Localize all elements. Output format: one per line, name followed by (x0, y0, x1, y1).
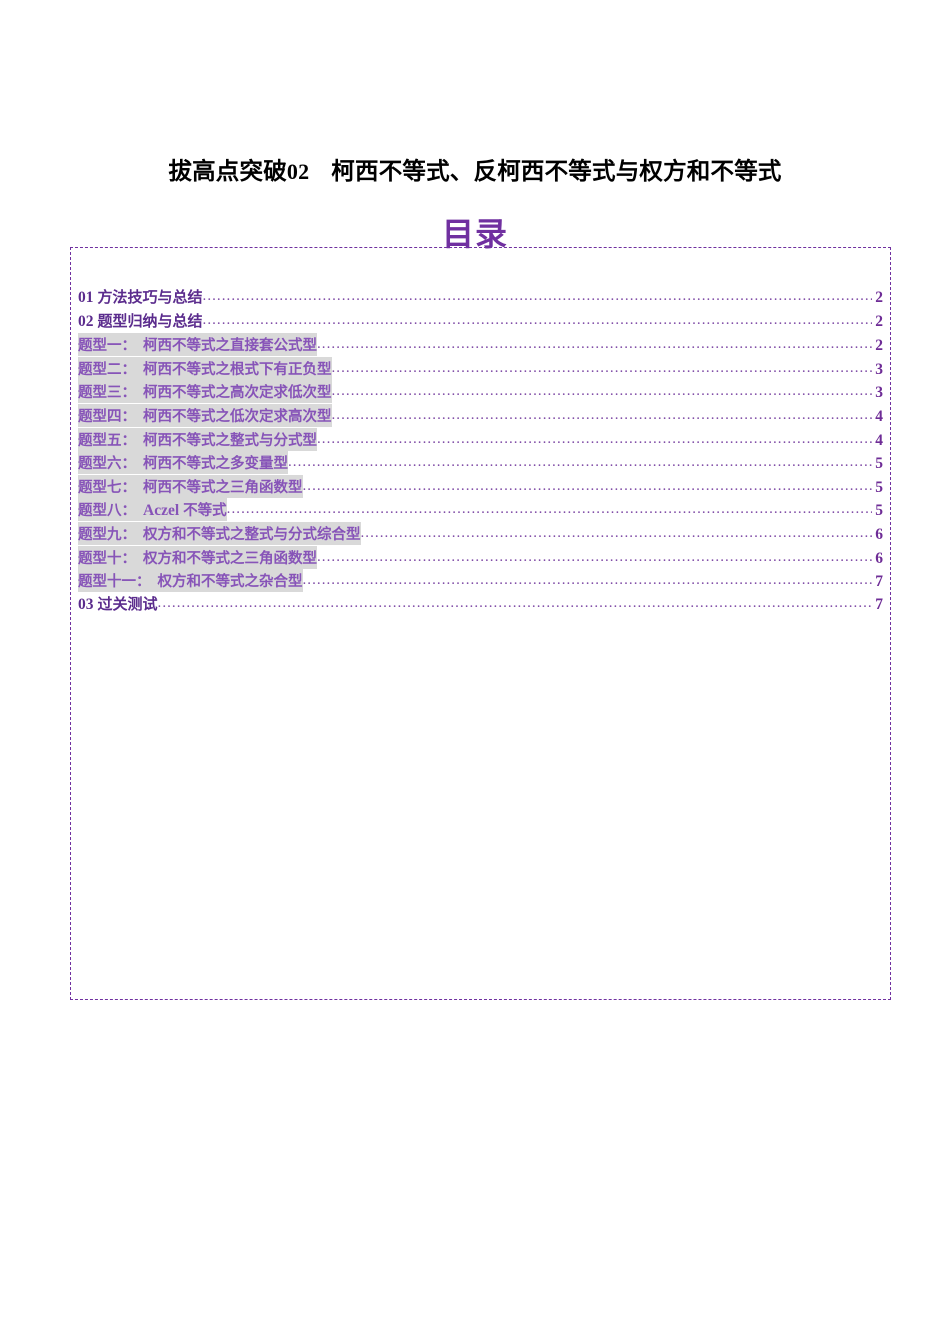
toc-page-number: 7 (875, 595, 883, 613)
toc-entry-text: 权方和不等式之整式与分式综合型 (143, 526, 361, 543)
toc-entry-prefix: 题型二： (78, 361, 136, 378)
toc-entry[interactable]: 题型四： 柯西不等式之低次定求高次型 4 (78, 403, 883, 428)
toc-entry[interactable]: 题型七： 柯西不等式之三角函数型 5 (78, 474, 883, 499)
toc-dot-leader (203, 312, 872, 326)
toc-page-number: 5 (875, 478, 883, 496)
toc-entry-text: 柯西不等式之多变量型 (143, 456, 288, 473)
toc-entry-text: 题型归纳与总结 (97, 312, 203, 330)
toc-page-number: 4 (875, 407, 883, 425)
toc-page-number: 2 (875, 312, 883, 330)
toc-page-number: 5 (875, 502, 883, 520)
page-title-prefix: 拔高点突破 (168, 158, 287, 184)
toc-entry[interactable]: 题型十： 权方和不等式之三角函数型 6 (78, 545, 883, 570)
toc-entry-label: 题型四： 柯西不等式之低次定求高次型 (78, 403, 332, 427)
toc-entry[interactable]: 题型十一： 权方和不等式之杂合型 7 (78, 569, 883, 593)
toc-entry[interactable]: 题型五： 柯西不等式之整式与分式型 4 (78, 427, 883, 452)
toc-entry-label: 01 方法技巧与总结 (78, 286, 203, 307)
toc-entry[interactable]: 题型二： 柯西不等式之根式下有正负型 3 (78, 356, 883, 381)
toc-entry-label: 题型七： 柯西不等式之三角函数型 (78, 474, 303, 498)
toc-entry[interactable]: 题型三： 柯西不等式之高次定求低次型 3 (78, 380, 883, 404)
toc-page-number: 6 (875, 549, 883, 567)
toc-entry-text-latin: Aczel (143, 502, 180, 520)
toc-dot-leader (203, 288, 872, 302)
toc-entry-text: 柯西不等式之高次定求低次型 (143, 385, 332, 402)
toc-page-number: 2 (875, 337, 883, 355)
toc-entry-text: 权方和不等式之杂合型 (157, 574, 303, 591)
toc-entry-label: 题型六： 柯西不等式之多变量型 (78, 451, 288, 475)
toc-page-number: 3 (875, 384, 883, 402)
toc-list: 01方法技巧与总结202题型归纳与总结2题型一：柯西不等式之直接套公式型2题型二… (78, 286, 883, 616)
toc-page-number: 6 (875, 525, 883, 543)
toc-dot-leader (303, 572, 873, 586)
toc-dot-leader (332, 407, 873, 421)
toc-entry-text: 柯西不等式之低次定求高次型 (143, 408, 332, 425)
toc-entry-label: 题型二： 柯西不等式之根式下有正负型 (78, 356, 332, 380)
toc-entry-label: 题型一： 柯西不等式之直接套公式型 (78, 333, 317, 357)
toc-dot-leader (227, 501, 872, 515)
toc-entry-prefix: 题型八： (78, 503, 136, 520)
toc-entry-number: 03 (78, 595, 94, 613)
toc-entry-label: 03 过关测试 (78, 593, 158, 614)
toc-entry-prefix: 题型三： (78, 385, 136, 402)
toc-entry-text: 不等式 (179, 503, 227, 520)
page-title: 拔高点突破02 柯西不等式、反柯西不等式与权方和不等式 (0, 152, 950, 186)
toc-dot-leader (303, 478, 873, 492)
toc-dot-leader (317, 431, 872, 445)
toc-entry-label: 题型十一： 权方和不等式之杂合型 (78, 569, 303, 593)
toc-dot-leader (332, 360, 873, 374)
toc-page-number: 3 (875, 360, 883, 378)
toc-entry-prefix: 题型九： (78, 526, 136, 543)
toc-entry-label: 题型八： Aczel 不等式 (78, 498, 227, 522)
toc-page-number: 5 (875, 455, 883, 473)
toc-page-number: 2 (875, 289, 883, 306)
toc-entry[interactable]: 题型九： 权方和不等式之整式与分式综合型 6 (78, 521, 883, 546)
toc-page-number: 7 (875, 573, 883, 591)
toc-dot-leader (317, 336, 872, 350)
toc-dot-leader (332, 383, 873, 397)
toc-entry-label: 题型三： 柯西不等式之高次定求低次型 (78, 380, 332, 404)
toc-entry[interactable]: 题型八： Aczel 不等式 5 (78, 498, 883, 522)
toc-entry-prefix: 题型四： (78, 408, 136, 425)
toc-entry-prefix: 题型六： (78, 456, 136, 473)
toc-entry-label: 题型五： 柯西不等式之整式与分式型 (78, 427, 317, 451)
toc-entry-text: 柯西不等式之三角函数型 (143, 479, 303, 496)
toc-entry-number: 02 (78, 312, 94, 330)
toc-entry-text: 权方和不等式之三角函数型 (143, 550, 317, 567)
toc-dot-leader (361, 525, 873, 539)
toc-dot-leader (317, 549, 872, 563)
toc-entry-prefix: 题型七： (78, 479, 136, 496)
toc-entry-prefix: 题型五： (78, 432, 136, 449)
toc-entry-text: 柯西不等式之整式与分式型 (143, 432, 317, 449)
toc-entry-label: 题型十： 权方和不等式之三角函数型 (78, 545, 317, 569)
toc-entry-text: 方法技巧与总结 (97, 289, 203, 306)
toc-entry-prefix: 题型十一： (78, 574, 151, 591)
toc-entry-prefix: 题型十： (78, 550, 136, 567)
toc-entry-prefix: 题型一： (78, 338, 136, 355)
toc-dot-leader (288, 454, 872, 468)
toc-page-number: 4 (875, 431, 883, 449)
toc-heading: 目录 (441, 216, 508, 252)
toc-entry-label: 题型九： 权方和不等式之整式与分式综合型 (78, 521, 361, 545)
toc-entry[interactable]: 题型一： 柯西不等式之直接套公式型 2 (78, 333, 883, 357)
toc-entry-number: 01 (78, 289, 94, 306)
toc-entry-label: 02 题型归纳与总结 (78, 310, 203, 331)
toc-entry-text: 柯西不等式之根式下有正负型 (143, 361, 332, 378)
toc-entry-text: 过关测试 (97, 595, 158, 613)
page-title-number: 02 (286, 159, 310, 184)
toc-entry[interactable]: 题型六： 柯西不等式之多变量型 5 (78, 451, 883, 475)
toc-container-box (70, 247, 891, 1000)
toc-dot-leader (158, 595, 872, 609)
page-title-main: 柯西不等式、反柯西不等式与权方和不等式 (331, 158, 782, 184)
toc-entry-text: 柯西不等式之直接套公式型 (143, 338, 317, 355)
